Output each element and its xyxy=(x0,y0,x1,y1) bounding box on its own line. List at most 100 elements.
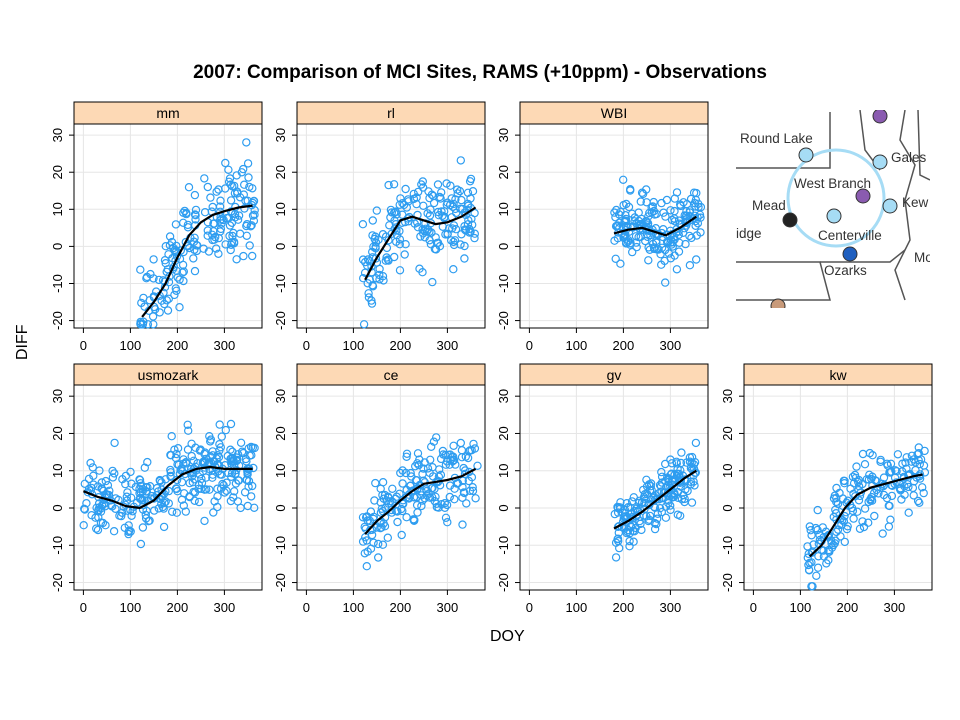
scatter-point xyxy=(882,459,892,468)
scatter-point xyxy=(468,186,478,196)
panel-border xyxy=(296,123,486,329)
scatter-point xyxy=(411,462,420,471)
panel-border xyxy=(743,384,933,591)
scatter-point xyxy=(101,476,111,486)
site-marker xyxy=(855,188,871,204)
scatter-point xyxy=(84,474,94,484)
scatter-point xyxy=(832,527,841,537)
scatter-point xyxy=(686,194,696,204)
scatter-point xyxy=(192,241,202,250)
scatter-point xyxy=(418,183,428,192)
map-label: West Branch xyxy=(794,176,871,191)
scatter-point xyxy=(460,488,469,498)
scatter-point xyxy=(188,478,197,487)
scatter-point xyxy=(418,268,427,277)
scatter-point xyxy=(380,490,390,500)
scatter-point xyxy=(849,514,858,523)
scatter-point xyxy=(893,450,903,459)
scatter-point xyxy=(440,207,449,216)
x-tick-label: 0 xyxy=(750,600,757,615)
scatter-point xyxy=(364,289,373,298)
scatter-point xyxy=(170,290,179,300)
scatter-point xyxy=(662,237,672,247)
scatter-point xyxy=(887,467,896,476)
scatter-point xyxy=(805,522,815,531)
scatter-point xyxy=(396,194,405,203)
scatter-point xyxy=(395,200,404,209)
x-axis-label: DOY xyxy=(490,628,525,645)
scatter-point xyxy=(441,460,451,469)
site-marker xyxy=(882,198,898,214)
scatter-point xyxy=(915,498,924,507)
scatter-point xyxy=(620,216,630,225)
scatter-point xyxy=(412,199,421,209)
scatter-point xyxy=(395,226,404,236)
scatter-point xyxy=(446,181,455,190)
scatter-point xyxy=(435,241,445,251)
scatter-point xyxy=(696,228,705,237)
scatter-point xyxy=(686,477,696,487)
scatter-point xyxy=(200,516,209,526)
scatter-point xyxy=(653,509,663,518)
scatter-point xyxy=(241,454,251,464)
scatter-point xyxy=(428,493,437,502)
scatter-point xyxy=(184,182,194,192)
scatter-point xyxy=(388,484,397,493)
scatter-point xyxy=(667,491,676,500)
scatter-point xyxy=(381,256,390,265)
strip-label: ce xyxy=(384,367,399,383)
scatter-point xyxy=(807,582,816,591)
scatter-point xyxy=(93,525,103,535)
x-tick-label: 100 xyxy=(566,600,588,615)
scatter-point xyxy=(378,478,388,487)
scatter-point xyxy=(652,209,661,219)
scatter-point xyxy=(632,242,641,252)
scatter-point xyxy=(362,562,371,571)
scatter-point xyxy=(670,194,680,203)
scatter-point xyxy=(615,543,624,553)
scatter-point xyxy=(690,211,700,220)
scatter-point xyxy=(470,229,479,238)
scatter-point xyxy=(819,546,828,555)
scatter-point xyxy=(372,206,381,215)
scatter-point xyxy=(465,228,474,237)
scatter-point xyxy=(178,268,187,277)
map-inset: Round Lake Gales West Branch Mead Kew Centerv… xyxy=(736,110,930,308)
scatter-point xyxy=(870,511,879,521)
scatter-point xyxy=(392,237,401,246)
scatter-point xyxy=(208,230,217,239)
scatter-point xyxy=(138,523,148,532)
scatter-point xyxy=(644,256,653,265)
scatter-point xyxy=(402,449,412,458)
scatter-point xyxy=(397,530,406,540)
scatter-point xyxy=(372,523,381,532)
scatter-point xyxy=(243,501,252,511)
scatter-point xyxy=(199,457,208,467)
footprint-circle xyxy=(786,148,886,248)
scatter-point xyxy=(247,221,256,230)
y-tick-label: 30 xyxy=(50,389,65,403)
scatter-point xyxy=(431,492,440,501)
scatter-point xyxy=(677,495,687,504)
scatter-point xyxy=(172,508,181,517)
scatter-point xyxy=(108,466,117,476)
scatter-point xyxy=(196,445,205,454)
scatter-point xyxy=(194,497,204,507)
scatter-point xyxy=(165,232,175,241)
scatter-point xyxy=(915,459,925,469)
scatter-point xyxy=(827,539,836,548)
scatter-point xyxy=(657,467,666,477)
scatter-point xyxy=(467,214,476,223)
scatter-point xyxy=(203,231,212,240)
scatter-point xyxy=(885,501,894,511)
scatter-point xyxy=(155,308,164,317)
y-tick-label: -20 xyxy=(496,573,511,592)
scatter-point xyxy=(379,276,388,285)
scatter-point xyxy=(441,513,451,523)
scatter-point xyxy=(626,184,635,194)
scatter-point xyxy=(458,520,467,529)
state-border xyxy=(917,110,930,181)
scatter-point xyxy=(88,463,98,472)
scatter-point xyxy=(637,525,646,535)
